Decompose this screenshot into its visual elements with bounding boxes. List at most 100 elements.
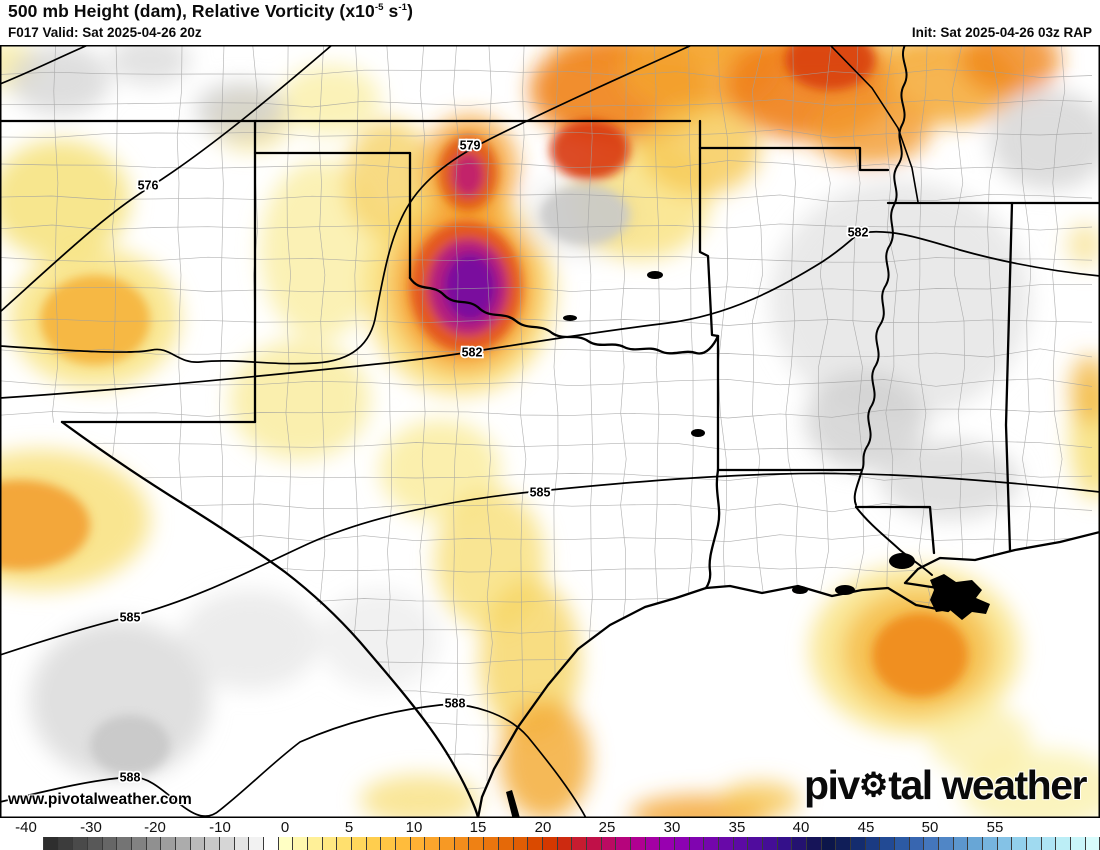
colorbar-cell-4 <box>101 837 117 850</box>
colorbar-cell-59 <box>908 837 924 850</box>
colorbar-cell-29 <box>468 837 484 850</box>
watermark-url: www.pivotalweather.com <box>8 791 192 808</box>
colorbar-tick-30: 30 <box>663 819 681 836</box>
colorbar-cell-11 <box>204 837 220 850</box>
colorbar-cell-46 <box>717 837 733 850</box>
county-line <box>0 318 1093 326</box>
contour-label-585: 585 <box>530 486 551 500</box>
county-line <box>0 440 1093 451</box>
colorbar-cell-25 <box>409 837 425 850</box>
county-line <box>0 255 1093 263</box>
colorbar-cell-49 <box>761 837 777 850</box>
colorbar-cell-5 <box>116 837 132 850</box>
colorbar: -40 -30 -20 -10 0 5 10 15 20 25 30 35 40 45 50 55 <box>0 818 1100 850</box>
county-line <box>0 69 1093 78</box>
contour-label-576: 576 <box>138 179 159 193</box>
contour-label-582: 582 <box>462 346 483 360</box>
county-line <box>0 129 1093 138</box>
county-line <box>0 471 1093 481</box>
county-line <box>0 408 1093 419</box>
colorbar-cell-0 <box>43 837 58 850</box>
colorbar-cell-68 <box>1040 837 1056 850</box>
lake-pontchartrain <box>889 553 915 569</box>
county-line <box>386 45 392 782</box>
colorbar-tick-40: 40 <box>792 819 810 836</box>
lake-texoma <box>563 315 577 321</box>
contour-label-579: 579 <box>460 139 481 153</box>
border-mississippi-alabama <box>1004 201 1014 552</box>
colorbar-tick-0: 0 <box>280 819 290 836</box>
vorticity-shading-soft <box>0 45 1100 818</box>
colorbar-cell-8 <box>160 837 176 850</box>
colorbar-tick-labels: -40 -30 -20 -10 0 5 10 15 20 25 30 35 40 45 50 55 <box>0 818 1100 837</box>
colorbar-cell-44 <box>688 837 704 850</box>
colorbar-cell-34 <box>541 837 557 850</box>
colorbar-cell-65 <box>996 837 1012 850</box>
map-frame <box>0 45 1100 818</box>
contour-corner <box>0 45 89 85</box>
colorbar-cell-13 <box>233 837 249 850</box>
county-line <box>0 284 1093 293</box>
colorbar-cell-17 <box>292 837 308 850</box>
water-bodies <box>506 271 990 818</box>
colorbar-cell-14 <box>248 837 264 850</box>
contour-585 <box>0 472 1100 656</box>
colorbar-cell-67 <box>1026 837 1041 850</box>
colorbar-tick-20: 20 <box>534 819 552 836</box>
colorbar-tick--10: -10 <box>209 819 231 836</box>
colorbar-cell-61 <box>937 837 953 850</box>
colorbar-cell-53 <box>820 837 836 850</box>
contour-label-588: 588 <box>445 697 466 711</box>
colorbar-cell-40 <box>629 837 645 850</box>
colorbar-cell-62 <box>952 837 968 850</box>
colorbar-cell-9 <box>175 837 190 850</box>
gulf-coast <box>476 530 1100 818</box>
height-contours <box>0 45 1100 818</box>
colorbar-cell-20 <box>336 837 352 850</box>
colorbar-cell-32 <box>512 837 528 850</box>
colorbar-cell-27 <box>439 837 454 850</box>
contour-579 <box>0 45 693 365</box>
county-line <box>0 348 1093 358</box>
map-area: 576 579 582 582 585 585 588 588 <box>0 45 1100 818</box>
colorbar-tick-55: 55 <box>986 819 1004 836</box>
colorbar-cell-55 <box>849 837 865 850</box>
contour-label-585: 585 <box>120 611 141 625</box>
colorbar-cell-56 <box>864 837 880 850</box>
contour-588 <box>0 703 587 818</box>
colorbar-cell-52 <box>805 837 821 850</box>
colorbar-cell-39 <box>615 837 630 850</box>
border-louisiana-mississippi <box>854 505 936 555</box>
colorbar-cell-30 <box>483 837 498 850</box>
colorbar-cell-48 <box>747 837 762 850</box>
colorbar-tick-35: 35 <box>728 819 746 836</box>
colorbar-cell-26 <box>424 837 440 850</box>
county-line <box>452 45 459 782</box>
colorbar-cell-2 <box>72 837 88 850</box>
colorbar-cell-64 <box>982 837 997 850</box>
laguna-madre <box>506 790 520 818</box>
vorticity-shading-cores <box>0 45 968 775</box>
county-line <box>0 98 1093 108</box>
colorbar-cell-47 <box>732 837 748 850</box>
border-arkansas-west <box>698 146 720 338</box>
valid-time-text: F017 Valid: Sat 2025-04-26 20z <box>8 25 202 40</box>
colorbar-cell-37 <box>585 837 601 850</box>
marsh-blob-2 <box>792 586 808 594</box>
county-line <box>0 223 1093 231</box>
colorbar-cell-24 <box>395 837 410 850</box>
colorbar-cell-33 <box>527 837 542 850</box>
colorbar-cell-69 <box>1055 837 1071 850</box>
sabine-river <box>704 468 721 590</box>
colorbar-cell-35 <box>556 837 572 850</box>
colorbar-cell-3 <box>87 837 102 850</box>
colorbar-cell-38 <box>600 837 616 850</box>
colorbar-cell-54 <box>835 837 850 850</box>
colorbar-cell-1 <box>57 837 73 850</box>
colorbar-cell-21 <box>351 837 366 850</box>
init-time-text: Init: Sat 2025-04-26 03z RAP <box>911 25 1092 40</box>
colorbar-tick-15: 15 <box>469 819 487 836</box>
colorbar-cell-50 <box>776 837 792 850</box>
colorbar-cell-28 <box>453 837 469 850</box>
colorbar-tick--20: -20 <box>144 819 166 836</box>
